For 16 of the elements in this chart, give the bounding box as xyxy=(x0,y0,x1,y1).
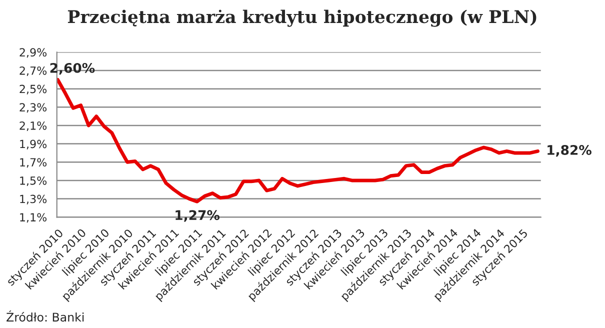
text: Źródło: Banki xyxy=(6,310,84,322)
y-tick-label: 2,9% xyxy=(20,48,47,58)
y-tick-label: 1,3% xyxy=(20,194,47,204)
y-tick-label: 1,1% xyxy=(20,213,47,223)
data-label: 1,27% xyxy=(176,210,220,222)
line-series xyxy=(56,78,540,204)
y-tick-label: 2,7% xyxy=(20,66,47,76)
y-tick-label: 1,5% xyxy=(20,176,47,186)
y-tick-label: 2,5% xyxy=(20,84,47,94)
data-label: 1,82% xyxy=(548,144,592,157)
data-label: 2,60% xyxy=(50,62,95,75)
y-tick-label: 1,9% xyxy=(20,140,47,150)
y-tick-label: 2,3% xyxy=(20,103,47,113)
y-tick-label: 1,7% xyxy=(20,158,47,168)
chart-title: Przeciętna marża kredytu hipotecznego (w PLN) xyxy=(68,10,536,27)
y-tick-label: 2,1% xyxy=(20,121,47,131)
